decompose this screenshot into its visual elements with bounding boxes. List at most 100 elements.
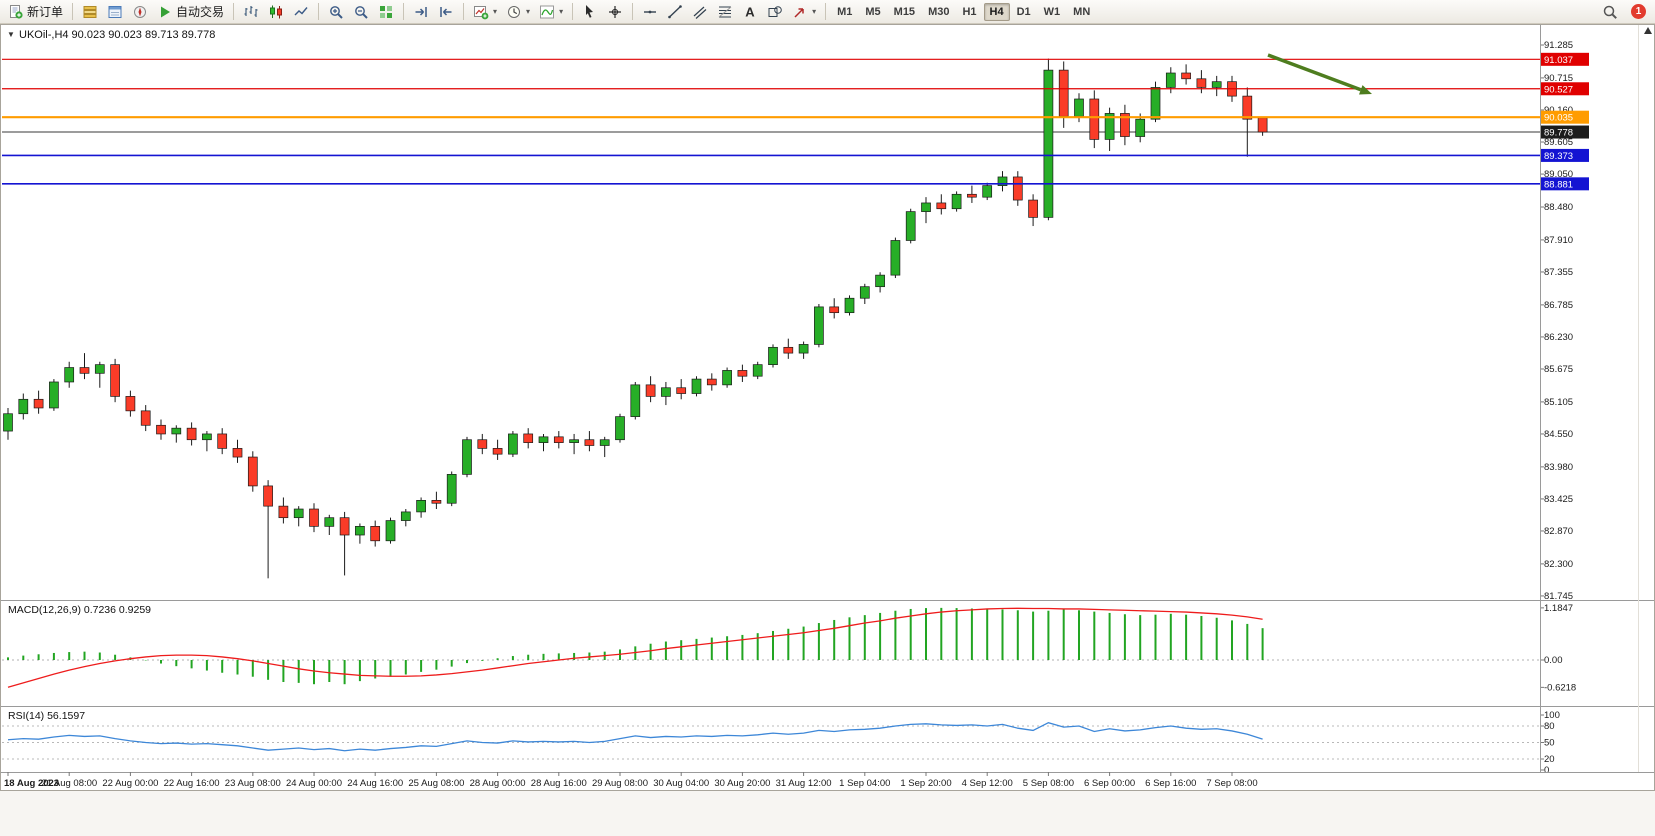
candle [125, 396, 136, 412]
auto-scroll-button[interactable] [409, 1, 433, 22]
fibo-icon [717, 4, 733, 20]
scroll-top-marker-icon[interactable] [1644, 27, 1652, 34]
timeframe-M30[interactable]: M30 [928, 5, 950, 18]
timeframe-MN[interactable]: MN [1073, 5, 1091, 18]
candle [859, 286, 870, 299]
toolbar-right: 1 [1598, 1, 1651, 22]
time-axis-label: 24 Aug 16:00 [347, 778, 403, 789]
cursor-icon [582, 4, 598, 20]
symbol-dropdown-icon[interactable]: ▼ [7, 30, 15, 39]
search-button[interactable] [1598, 1, 1622, 22]
price-axis[interactable] [1540, 24, 1655, 772]
candle [1089, 98, 1100, 140]
candle [3, 413, 13, 432]
timeframe-D1[interactable]: D1 [1016, 5, 1031, 18]
time-axis[interactable] [0, 772, 1655, 790]
svg-text:90.527: 90.527 [1544, 84, 1573, 95]
chart-shift-icon [438, 4, 454, 20]
horizontal-line-tool-button[interactable] [638, 1, 662, 22]
new-order-button[interactable]: 新订单 [4, 1, 67, 22]
time-axis-label: 21 Aug 08:00 [41, 778, 97, 789]
candles [3, 58, 1268, 579]
candle [538, 436, 549, 443]
data-window-button[interactable] [103, 1, 127, 22]
candle [94, 364, 105, 374]
candle [722, 370, 732, 386]
chart-canvas[interactable]: 91.285 90.715 90.160 89.605 89.050 88.480 87.9… [0, 24, 1655, 836]
zoom-in-button[interactable] [324, 1, 348, 22]
rsi-axis-label: 80 [1544, 721, 1555, 732]
navigator-button[interactable] [128, 1, 152, 22]
macd-label: MACD(12,26,9) 0.7236 0.9259 [8, 604, 151, 616]
candle [844, 297, 855, 314]
timeframe-H4[interactable]: H4 [983, 2, 1010, 21]
channel-tool-button[interactable] [688, 1, 712, 22]
macd-histogram [7, 607, 1264, 685]
timeframe-M1[interactable]: M1 [837, 5, 853, 18]
new-chart-icon [473, 4, 489, 20]
trendline-tool-button[interactable] [663, 1, 687, 22]
svg-text:89.778: 89.778 [1544, 128, 1573, 139]
main-chart-plot-area[interactable] [2, 26, 1540, 600]
indicators-menu-button[interactable]: ▾ [535, 1, 567, 22]
price-tick-label: 85.675 [1544, 364, 1573, 375]
hline-icon [642, 4, 658, 20]
candle [171, 427, 182, 435]
arrows-tool-button[interactable]: ▾ [788, 1, 820, 22]
cursor-button[interactable] [578, 1, 602, 22]
price-tick-label: 90.715 [1544, 73, 1573, 84]
chart-bars-button[interactable] [239, 1, 263, 22]
candle [1196, 78, 1207, 88]
candle [951, 193, 962, 210]
timeframe-H1[interactable]: H1 [962, 5, 977, 18]
text-tool-button[interactable]: A [738, 1, 762, 22]
indicator-icon [539, 4, 555, 20]
tile-windows-button[interactable] [374, 1, 398, 22]
candle [890, 240, 901, 276]
price-tick-label: 86.230 [1544, 332, 1573, 343]
candle [33, 398, 44, 409]
candle [309, 508, 319, 527]
time-axis-label: 28 Aug 16:00 [531, 778, 587, 789]
toolbar-separator [318, 3, 320, 20]
toolbar-separator [632, 3, 634, 20]
candle [232, 448, 243, 458]
price-tick-label: 90.160 [1544, 105, 1573, 116]
timeframe-W1[interactable]: W1 [1043, 5, 1061, 18]
timeframe-M15[interactable]: M15 [893, 5, 916, 18]
candle [1028, 199, 1038, 218]
chart-candles-button[interactable] [264, 1, 288, 22]
macd-signal-line [7, 607, 1263, 688]
time-axis-label: 7 Sep 08:00 [1206, 778, 1257, 789]
price-tick-label: 85.105 [1544, 397, 1573, 408]
candle [905, 211, 916, 241]
trend-arrow[interactable] [1267, 53, 1372, 95]
candle [156, 424, 166, 435]
candle [982, 185, 993, 198]
svg-text:A: A [745, 4, 755, 19]
market-watch-button[interactable] [78, 1, 102, 22]
algo-trading-button[interactable]: 自动交易 [153, 1, 228, 22]
price-tick-label: 81.745 [1544, 591, 1573, 602]
auto-scroll-icon [413, 4, 429, 20]
candle [829, 306, 840, 314]
price-tick-label: 83.980 [1544, 462, 1573, 473]
zoom-out-button[interactable] [349, 1, 373, 22]
shapes-tool-button[interactable] [763, 1, 787, 22]
candle [814, 306, 824, 345]
periods-button[interactable]: ▾ [502, 1, 534, 22]
chart-shift-button[interactable] [434, 1, 458, 22]
notification-badge[interactable]: 1 [1631, 4, 1646, 19]
candle [584, 439, 595, 446]
timeframe-M5[interactable]: M5 [865, 5, 881, 18]
candle [140, 410, 151, 426]
candle [79, 367, 90, 374]
candle [661, 387, 671, 397]
candle [462, 439, 472, 475]
crosshair-button[interactable] [603, 1, 627, 22]
price-badge-89.373: 89.373 [1541, 148, 1589, 162]
candle [737, 370, 748, 377]
chart-line-button[interactable] [289, 1, 313, 22]
fibonacci-tool-button[interactable] [713, 1, 737, 22]
new-chart-button[interactable]: ▾ [469, 1, 501, 22]
